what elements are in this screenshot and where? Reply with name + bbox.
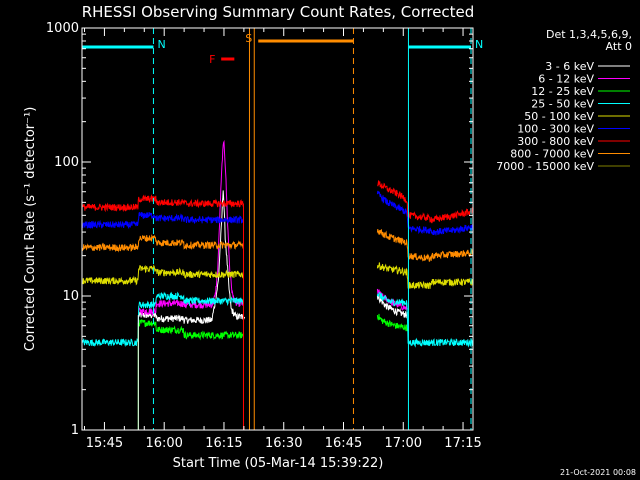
series-line bbox=[138, 318, 244, 341]
legend-entry-label: 800 - 7000 keV bbox=[510, 148, 594, 161]
x-tick-label: 17:15 bbox=[444, 436, 481, 451]
legend-entry-label: 3 - 6 keV bbox=[545, 60, 594, 73]
x-tick-label: 16:15 bbox=[205, 436, 242, 451]
flag-label: S bbox=[245, 32, 252, 45]
series-line bbox=[376, 190, 474, 236]
x-tick-label: 17:00 bbox=[385, 436, 422, 451]
plot-area bbox=[82, 139, 474, 430]
series-line bbox=[82, 194, 244, 213]
series-line bbox=[82, 211, 244, 229]
x-tick-label: 16:30 bbox=[265, 436, 302, 451]
x-axis-label: Start Time (05-Mar-14 15:39:22) bbox=[173, 456, 384, 471]
series-line bbox=[376, 229, 474, 262]
series-line bbox=[377, 180, 474, 224]
axes: 15:45 16:00 16:15 16:30 16:45 17:00 17:15 1 10 10… bbox=[46, 21, 482, 451]
y-tick-label: 1000 bbox=[46, 21, 79, 36]
series-line bbox=[82, 264, 244, 286]
legend-entry-label: 6 - 12 keV bbox=[538, 73, 594, 86]
series-line bbox=[376, 292, 474, 348]
y-tick-label: 10 bbox=[62, 289, 79, 304]
series-line bbox=[376, 313, 408, 332]
flare-flag-label: F bbox=[209, 53, 215, 66]
x-tick-label: 15:45 bbox=[86, 436, 123, 451]
flag-lines bbox=[152, 28, 472, 430]
chart-title: RHESSI Observing Summary Count Rates, Co… bbox=[82, 3, 475, 21]
series-line bbox=[376, 262, 474, 291]
legend-entry-label: 50 - 100 keV bbox=[524, 110, 594, 123]
legend-title-line-1: Det 1,3,4,5,6,9, bbox=[546, 28, 632, 41]
series-line bbox=[82, 291, 244, 348]
flag-label: N bbox=[475, 38, 483, 51]
legend-entry-label: 300 - 800 keV bbox=[517, 135, 594, 148]
series-line bbox=[138, 139, 244, 317]
series-line bbox=[82, 234, 244, 253]
legend-entry-label: 12 - 25 keV bbox=[531, 85, 594, 98]
x-tick-label: 16:00 bbox=[145, 436, 182, 451]
legend-entry-label: 25 - 50 keV bbox=[531, 98, 594, 111]
x-tick-label: 16:45 bbox=[325, 436, 362, 451]
legend-title-line-2: Att 0 bbox=[606, 40, 632, 53]
legend-entry-label: 7000 - 15000 keV bbox=[496, 160, 594, 173]
flag-bars: N N S F bbox=[82, 32, 483, 66]
series-line bbox=[138, 190, 246, 324]
legend-entry-label: 100 - 300 keV bbox=[517, 123, 594, 136]
flag-label: N bbox=[157, 38, 165, 51]
plot-frame bbox=[81, 27, 474, 431]
y-tick-label: 100 bbox=[54, 155, 79, 170]
y-tick-label: 1 bbox=[71, 423, 79, 438]
y-axis-label: Corrected Count Rate (s⁻¹ detector⁻¹) bbox=[23, 107, 38, 352]
generation-timestamp: 21-Oct-2021 00:08 bbox=[560, 468, 636, 477]
series-line bbox=[376, 295, 408, 319]
